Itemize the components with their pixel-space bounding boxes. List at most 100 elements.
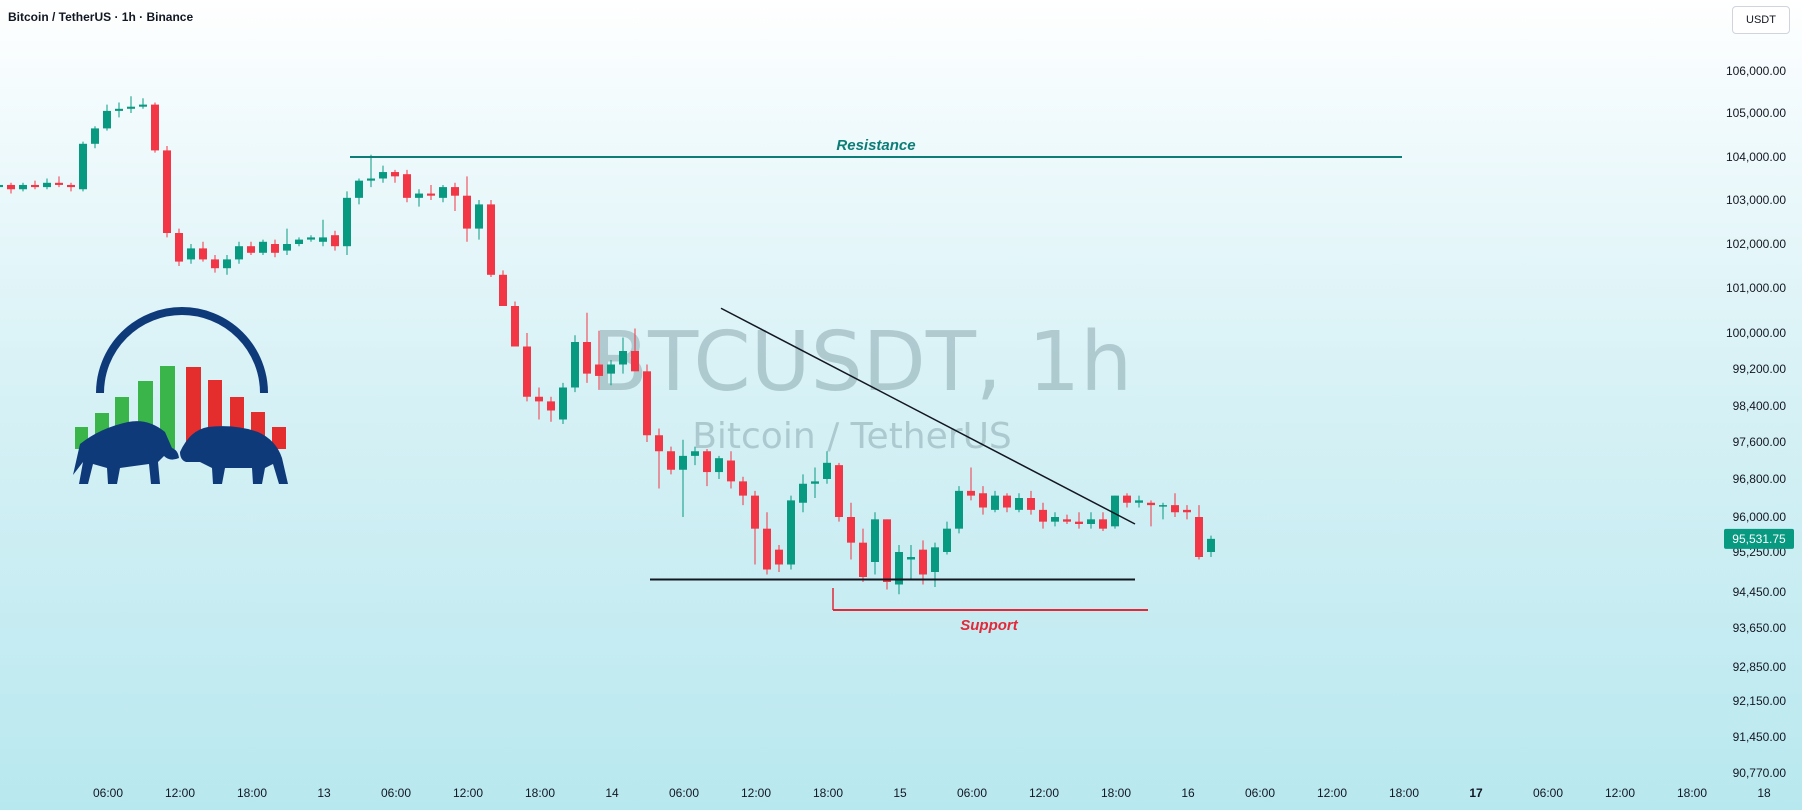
watermark-name: Bitcoin / TetherUS [692,416,1012,457]
candle [19,182,27,192]
time-tick-label: 12:00 [1317,786,1347,800]
candle [703,448,711,487]
candle-body [79,143,87,190]
candle [175,228,183,266]
candle [919,540,927,585]
time-tick-label: 06:00 [1245,786,1275,800]
time-tick-label: 17 [1469,786,1483,800]
candle-body [1207,538,1215,552]
candle-body [1183,509,1191,513]
descending-trendline[interactable] [720,307,1136,525]
candle-body [571,342,579,388]
candle-body [19,184,27,190]
candle-body [619,351,627,365]
candle-body [871,519,879,562]
candle-body [991,495,999,510]
candle [547,396,555,422]
candle-body [151,104,159,151]
symbol-title[interactable]: Bitcoin / TetherUS · 1h · Binance [8,10,194,24]
candle-body [1159,505,1167,507]
candle [427,184,435,200]
candle-body [463,195,471,229]
time-tick-label: 13 [317,786,331,800]
time-tick-label: 12:00 [165,786,195,800]
candle-body [931,547,939,572]
candle [91,126,99,149]
candle [1075,512,1083,529]
time-tick-label: 12:00 [1029,786,1059,800]
price-tick-label: 90,770.00 [1733,766,1787,780]
candle-body [715,458,723,473]
time-tick-label: 12:00 [453,786,483,800]
candle [859,528,867,582]
candle [763,512,771,575]
candle [1003,493,1011,513]
price-tick-label: 91,450.00 [1733,730,1787,744]
candle [607,360,615,386]
candle [295,237,303,247]
candle-body [523,346,531,397]
candle-body [1015,498,1023,510]
candle-body [1171,505,1179,513]
candle-body [223,259,231,269]
time-axis[interactable]: 06:00 12:00 18:00 13 06:00 12:00 18:00 14 06:00 1… [93,786,1771,800]
candle [1159,502,1167,520]
price-tick-label: 92,850.00 [1733,660,1787,674]
price-tick-label: 96,000.00 [1733,510,1787,524]
candle [1135,495,1143,508]
candle-body [1111,495,1119,527]
candle [1063,514,1071,524]
candle-body [955,490,963,529]
candle-body [535,396,543,402]
candle [643,364,651,442]
candle [679,439,687,517]
time-tick-label: 16 [1181,786,1195,800]
candle-body [319,237,327,242]
candle-body [283,244,291,251]
candle-body [667,451,675,470]
candle-body [775,549,783,565]
candle [1051,512,1059,527]
candle [283,228,291,255]
candle [727,451,735,489]
candle [943,521,951,555]
candle-body [739,481,747,496]
candle [259,239,267,255]
time-tick-label: 18:00 [237,786,267,800]
time-tick-label: 06:00 [669,786,699,800]
candle [7,182,15,194]
candle [907,545,915,580]
candle [0,184,3,188]
candle-body [439,187,447,198]
candle-body [91,128,99,144]
candle [139,98,147,109]
candle [163,146,171,238]
candle-body [199,248,207,260]
candle-body [547,401,555,411]
candle-body [883,519,891,582]
currency-button[interactable]: USDT [1732,6,1790,34]
candle [811,467,819,498]
candle [883,519,891,590]
candle [559,382,567,424]
candle [235,241,243,264]
time-tick-label: 18:00 [525,786,555,800]
bull-bear-logo-icon [73,307,288,484]
candle [67,182,75,192]
candle [187,244,195,264]
candle [343,191,351,255]
candle-body [907,557,915,560]
candle-body [7,184,15,190]
candle-body [175,233,183,262]
time-tick-label: 14 [605,786,619,800]
candle-body [559,387,567,420]
candle-body [787,500,795,565]
time-tick-label: 06:00 [381,786,411,800]
candle-body [1075,521,1083,524]
price-axis[interactable]: 106,000.00 105,000.00 104,000.00 103,000.00… [1726,64,1786,780]
candle [403,169,411,203]
candle [775,545,783,572]
candle [391,169,399,183]
price-tick-label: 100,000.00 [1726,326,1786,340]
